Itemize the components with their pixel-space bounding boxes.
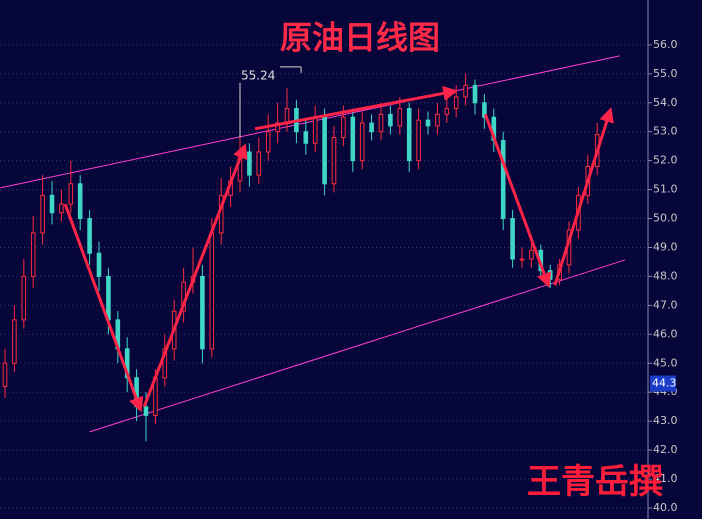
candle-body xyxy=(472,84,478,104)
candle-body xyxy=(68,183,74,205)
candle-body xyxy=(96,252,102,277)
y-tick-label: 49.0 xyxy=(653,240,678,253)
y-tick-label: 50.0 xyxy=(653,212,678,225)
y-tick-label: 46.0 xyxy=(653,327,678,340)
candle-body xyxy=(378,113,384,133)
y-tick-label: 41.0 xyxy=(653,472,678,485)
chart-title: 原油日线图 xyxy=(280,19,440,57)
candle-body xyxy=(350,116,356,162)
candle-body xyxy=(463,84,468,98)
y-tick-label: 52.0 xyxy=(653,154,678,167)
candle-body xyxy=(322,116,327,185)
candle-body xyxy=(435,113,440,127)
watermark: 王青岳撰 xyxy=(527,462,663,502)
candle-body xyxy=(453,96,459,110)
candle-body xyxy=(331,136,337,185)
candle-body xyxy=(87,218,92,254)
candle-body xyxy=(312,116,318,144)
candle-body xyxy=(59,203,64,214)
y-tick-label: 47.0 xyxy=(653,298,678,311)
candle-body xyxy=(40,194,45,234)
y-tick-label: 53.0 xyxy=(653,125,678,138)
y-tick-label: 56.0 xyxy=(653,38,678,51)
candle-body xyxy=(77,183,83,220)
arrows xyxy=(63,86,614,413)
candle-body xyxy=(388,113,393,127)
candle-body xyxy=(284,108,290,124)
candle-body xyxy=(275,122,280,133)
candle-body xyxy=(416,119,421,162)
candle-body xyxy=(406,108,412,162)
candle-body xyxy=(162,348,168,379)
candle-body xyxy=(529,249,534,260)
last-price-label: 44.3 xyxy=(652,377,677,390)
candle-body xyxy=(547,270,553,280)
candle-body xyxy=(209,232,215,350)
candle-body xyxy=(106,275,111,321)
y-tick-label: 54.0 xyxy=(653,96,678,109)
candle-body xyxy=(2,362,8,387)
channels xyxy=(0,55,626,433)
channel-line xyxy=(89,259,626,433)
candle-body xyxy=(143,406,149,416)
trend-arrow xyxy=(254,86,459,131)
y-tick-label: 48.0 xyxy=(653,269,678,282)
candle-body xyxy=(359,122,365,162)
y-tick-label: 43.0 xyxy=(653,414,678,427)
candle-body xyxy=(256,151,262,176)
y-tick-label: 51.0 xyxy=(653,183,678,196)
y-tick-label: 55.0 xyxy=(653,67,678,80)
candle-body xyxy=(425,119,431,127)
candle-body xyxy=(21,275,27,321)
candle-body xyxy=(482,102,487,118)
candle-body xyxy=(510,218,515,260)
candle-body xyxy=(369,122,374,133)
candle-body xyxy=(303,131,309,144)
candle-body xyxy=(265,131,271,153)
y-tick-label: 42.0 xyxy=(653,443,678,456)
y-tick-label: 40.0 xyxy=(653,501,678,514)
candle-body xyxy=(397,108,403,127)
y-axis: 40.041.042.043.044.045.046.047.048.049.0… xyxy=(648,38,678,514)
candle-body xyxy=(12,319,17,364)
candle-body xyxy=(200,275,205,350)
trend-arrow xyxy=(63,203,144,413)
annotation-label: 55.24 xyxy=(241,68,275,82)
candle-body xyxy=(444,108,450,115)
candle-body xyxy=(519,258,525,261)
annotation-bracket xyxy=(239,66,302,138)
last-price-box xyxy=(650,375,676,392)
channel-line xyxy=(0,55,620,189)
candle-body xyxy=(30,232,36,277)
candle-body xyxy=(247,151,252,176)
trend-arrow xyxy=(553,107,614,286)
candle-body xyxy=(49,194,55,214)
trend-arrow xyxy=(483,113,552,288)
trend-arrow xyxy=(142,143,248,408)
candle-body xyxy=(341,116,346,138)
candle-body xyxy=(500,139,506,220)
y-tick-label: 45.0 xyxy=(653,356,678,369)
